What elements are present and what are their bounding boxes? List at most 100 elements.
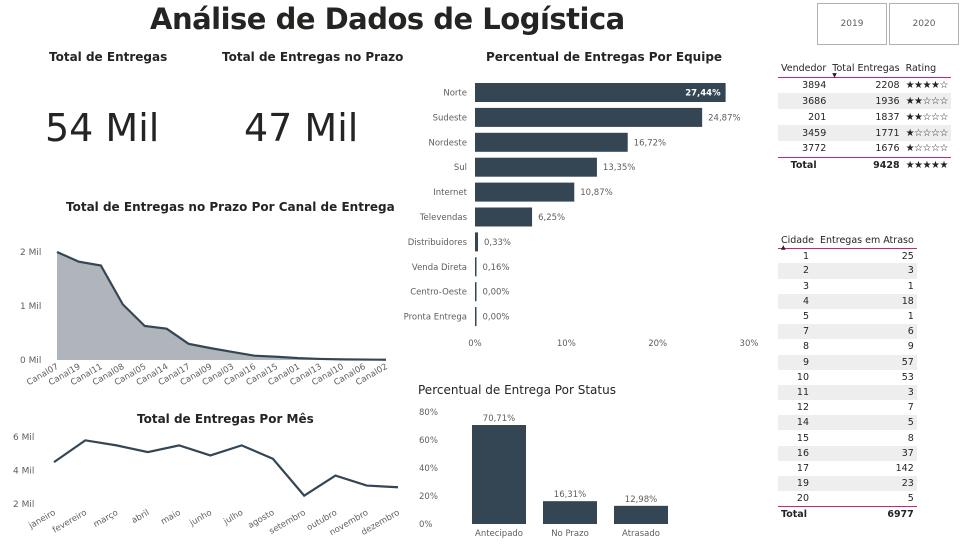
cidade-id-cell: 17 [796, 462, 809, 474]
vendedor-id-cell: 3686 [778, 93, 830, 109]
total-entregas-cell: 1936 [829, 93, 903, 109]
mes-data-point[interactable] [365, 483, 369, 487]
cidade-table-row[interactable]: 17 142 [778, 461, 917, 476]
entregas-atraso-column-header[interactable]: Entregas em Atraso [820, 234, 914, 246]
mes-data-point[interactable] [239, 443, 243, 447]
vendedor-table-row[interactable]: 3772 1676 ★☆☆☆☆ [778, 141, 951, 157]
vendedor-id-cell: 3772 [802, 143, 827, 155]
vendedor-table-row[interactable]: 3894 2208 ★★★★☆ [778, 77, 951, 93]
status-bar-chart[interactable]: 0% 20% 40% 60% 80% 70,71% Antecipado 16,31% No P… [405, 400, 685, 546]
canal-data-point[interactable] [143, 324, 147, 328]
vendedor-table-row[interactable]: 201 1837 ★★☆☆☆ [778, 109, 951, 125]
vendedor-total-rating: ★★★★★ [902, 156, 951, 173]
canal-data-point[interactable] [384, 358, 388, 362]
entregas-atraso-cell: 37 [817, 445, 917, 461]
mes-data-point[interactable] [146, 450, 150, 454]
canal-data-point[interactable] [186, 342, 190, 346]
cidade-table-row[interactable]: 12 7 [778, 400, 917, 415]
status-ytick-label: 20% [419, 492, 438, 502]
canal-data-point[interactable] [252, 353, 256, 357]
status-category-label: Atrasado [622, 529, 660, 539]
cidade-total-label: Total [778, 505, 817, 522]
canal-data-point[interactable] [77, 260, 81, 264]
cidade-table[interactable]: Cidade ▲ Entregas em Atraso 1 25 2 3 3 1 4 18 5 1… [778, 233, 917, 522]
cidade-header-label: Cidade [781, 234, 814, 246]
entregas-atraso-cell: 18 [817, 293, 917, 309]
mes-data-point[interactable] [333, 473, 337, 477]
equipe-bar-chart[interactable]: Norte 27,44% Sudeste 24,87% Nordeste 16,72% Su… [400, 75, 770, 355]
vendedor-column-header[interactable]: Vendedor [781, 63, 827, 75]
mes-data-point[interactable] [271, 457, 275, 461]
rating-stars-cell: ★☆☆☆☆ [905, 143, 949, 155]
cidade-table-row[interactable]: 16 37 [778, 445, 917, 461]
cidade-table-row[interactable]: 15 8 [778, 430, 917, 445]
canal-data-point[interactable] [362, 357, 366, 361]
rating-column-header[interactable]: Rating [905, 63, 937, 75]
equipe-bar[interactable] [475, 307, 477, 327]
equipe-bar[interactable] [475, 132, 628, 152]
mes-data-point[interactable] [83, 438, 87, 442]
equipe-bar[interactable] [475, 157, 597, 177]
cidade-id-cell: 3 [802, 280, 809, 292]
cidade-table-row[interactable]: 11 3 [778, 384, 917, 401]
mes-data-point[interactable] [177, 443, 181, 447]
equipe-data-label: 10,87% [580, 188, 612, 198]
total-entregas-column-header[interactable]: Total Entregas ▼ [829, 61, 902, 79]
canal-data-point[interactable] [164, 326, 168, 330]
equipe-data-label: 13,35% [603, 163, 635, 173]
mes-data-point[interactable] [52, 460, 56, 464]
cidade-table-row[interactable]: 9 57 [778, 354, 917, 370]
equipe-category-label: Distribuidores [408, 238, 468, 248]
canal-data-point[interactable] [121, 302, 125, 306]
year-button-2020[interactable]: 2020 [889, 3, 959, 45]
cidade-table-row[interactable]: 14 5 [778, 415, 917, 431]
equipe-bar[interactable] [475, 83, 726, 102]
equipe-bar[interactable] [475, 207, 533, 227]
canal-data-point[interactable] [55, 250, 59, 254]
equipe-bar[interactable] [475, 182, 575, 202]
canal-area-fill [57, 252, 386, 360]
canal-data-point[interactable] [340, 357, 344, 361]
equipe-bar[interactable] [475, 257, 477, 277]
vendedor-id-cell: 3894 [802, 79, 827, 91]
status-bar[interactable] [472, 425, 526, 524]
equipe-bar[interactable] [475, 107, 703, 127]
cidade-table-row[interactable]: 1 25 [778, 248, 917, 263]
mes-data-point[interactable] [396, 485, 400, 489]
canal-data-point[interactable] [274, 355, 278, 359]
cidade-table-row[interactable]: 10 53 [778, 370, 917, 385]
cidade-id-cell: 5 [802, 311, 809, 323]
total-entregas-cell: 2208 [875, 79, 900, 91]
equipe-bar[interactable] [475, 232, 479, 252]
canal-data-point[interactable] [296, 356, 300, 360]
status-bar[interactable] [614, 505, 668, 524]
canal-data-point[interactable] [230, 350, 234, 354]
mes-data-point[interactable] [114, 443, 118, 447]
canal-data-point[interactable] [208, 346, 212, 350]
canal-data-point[interactable] [99, 263, 103, 267]
cidade-table-row[interactable]: 4 18 [778, 293, 917, 309]
cidade-table-row[interactable]: 20 5 [778, 491, 917, 506]
equipe-data-label: 0,00% [483, 313, 510, 323]
mes-data-point[interactable] [302, 493, 306, 497]
cidade-id-cell: 7 [778, 324, 817, 340]
status-bar[interactable] [543, 501, 597, 524]
status-data-label: 12,98% [625, 495, 657, 505]
vendedor-table[interactable]: Vendedor Total Entregas ▼ Rating 3894 220… [778, 61, 951, 173]
cidade-id-cell: 20 [796, 493, 809, 505]
vendedor-table-row[interactable]: 3459 1771 ★☆☆☆☆ [778, 125, 951, 141]
cidade-column-header[interactable]: Cidade ▲ [778, 233, 817, 251]
equipe-bar[interactable] [475, 282, 477, 302]
cidade-table-row[interactable]: 19 23 [778, 476, 917, 492]
year-button-2019[interactable]: 2019 [817, 3, 887, 45]
mes-data-point[interactable] [208, 453, 212, 457]
vendedor-table-row[interactable]: 3686 1936 ★★☆☆☆ [778, 93, 951, 109]
canal-data-point[interactable] [318, 357, 322, 361]
